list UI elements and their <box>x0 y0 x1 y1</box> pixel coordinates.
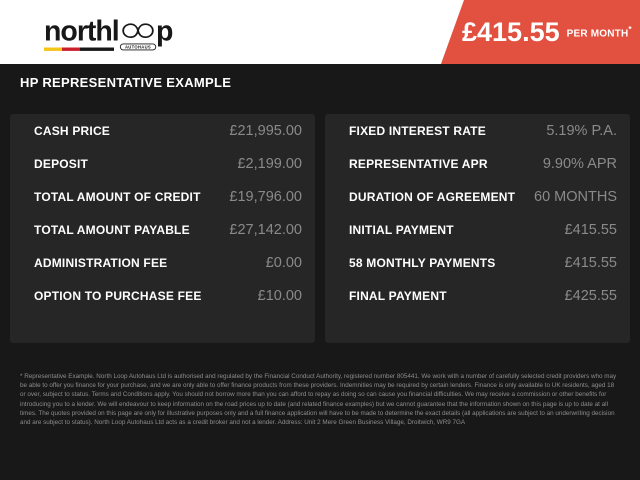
svg-text:p: p <box>156 16 173 48</box>
svg-text:northl: northl <box>44 16 119 48</box>
svg-text:AUTOHAUS: AUTOHAUS <box>125 44 151 49</box>
